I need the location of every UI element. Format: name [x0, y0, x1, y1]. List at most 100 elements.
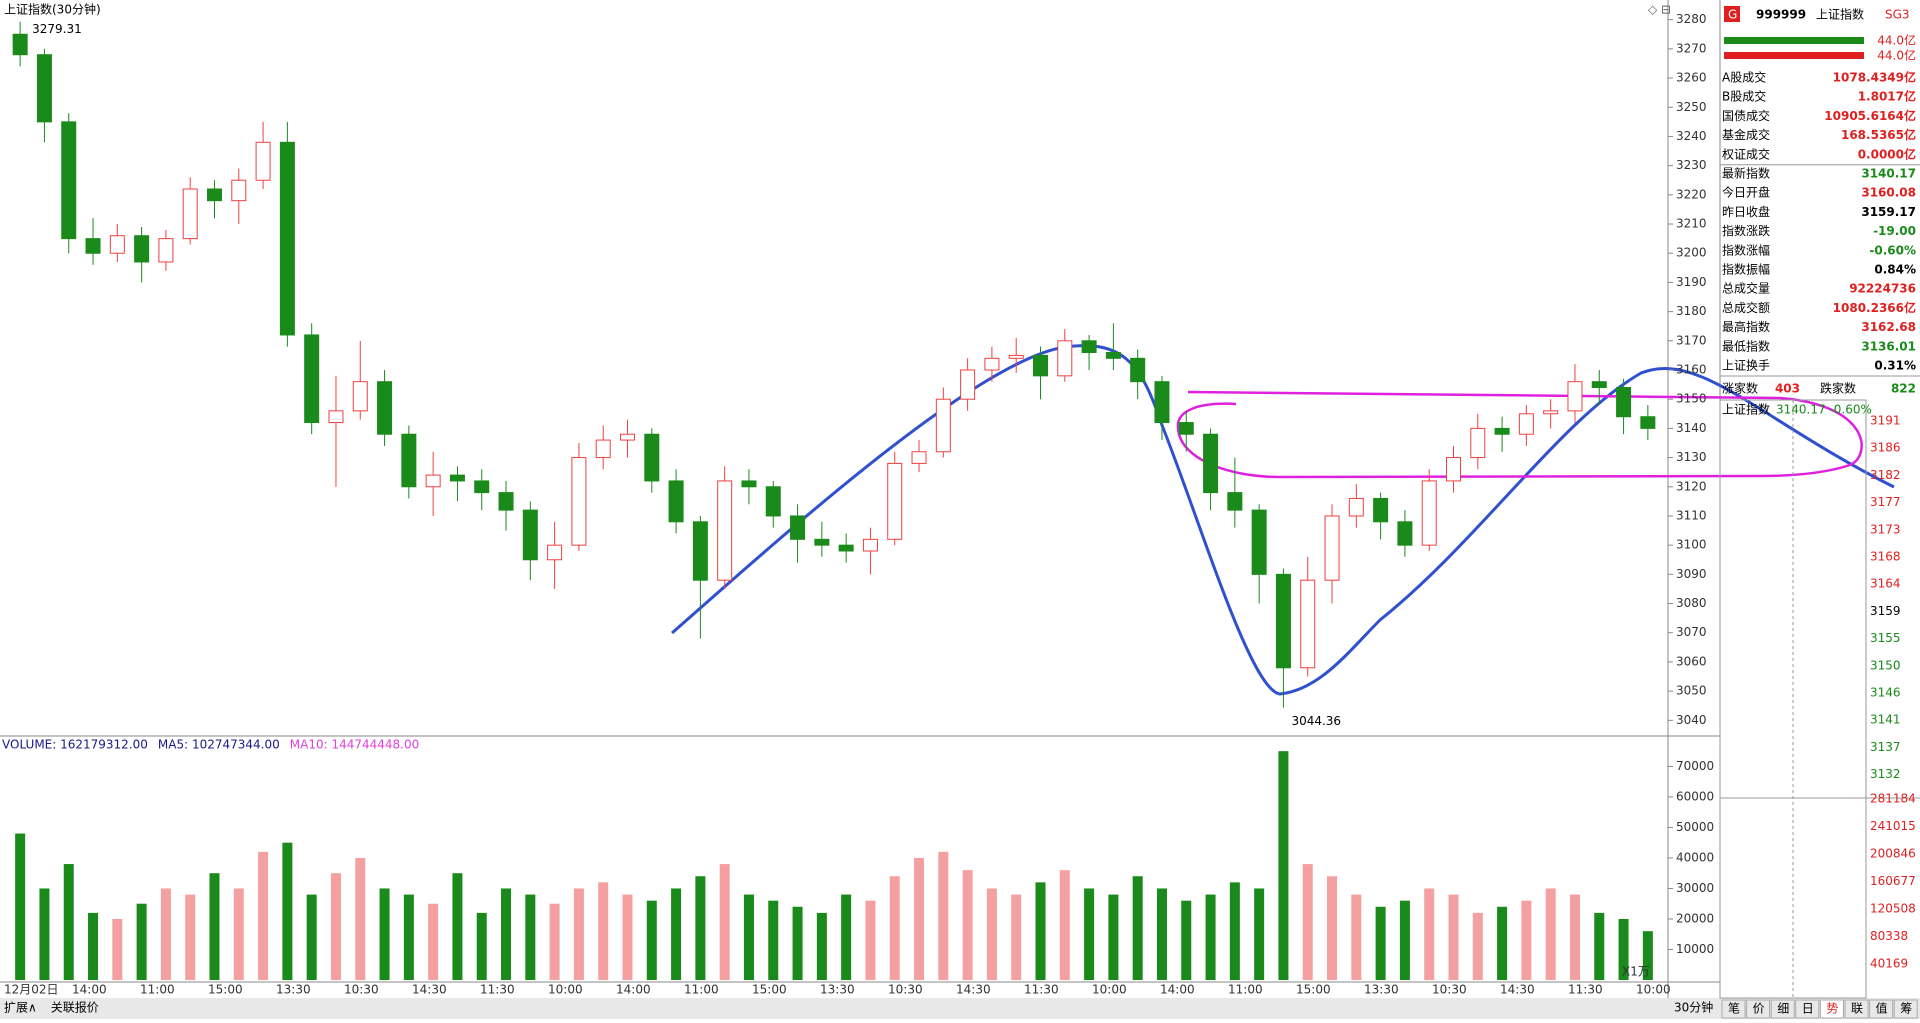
x-tick-label: 12月02日 [4, 983, 59, 997]
x-tick-label: 14:30 [1500, 983, 1535, 997]
side-tab-box[interactable] [1795, 999, 1820, 1019]
candle-body [1397, 521, 1413, 546]
mini-price-tick: 3182 [1870, 468, 1901, 482]
row-label: 指数涨跌 [1722, 223, 1770, 238]
icon-box [1724, 6, 1740, 22]
bottom-tab[interactable]: 扩展∧ [4, 1001, 37, 1015]
volume-legend: MA5: 102747344.00 [158, 738, 280, 752]
side-tab[interactable]: 笔 [1728, 1001, 1740, 1016]
y-tick-label: 3080 [1676, 596, 1707, 610]
candle-body [158, 238, 174, 263]
bottom-tab[interactable]: 关联报价 [51, 1000, 99, 1015]
candle-body [1616, 387, 1632, 418]
side-tab[interactable]: 势 [1826, 1002, 1838, 1016]
volume-bar [1156, 888, 1167, 980]
candle-body [717, 480, 733, 581]
y-tick-label: 3060 [1676, 654, 1707, 668]
candle-body [935, 398, 951, 453]
volume-bar [1399, 900, 1410, 980]
mini-price-tick: 3150 [1870, 658, 1901, 672]
y-tick-label: 3090 [1676, 567, 1707, 581]
candle-body [255, 141, 271, 181]
candle-body [1130, 357, 1146, 383]
side-tab[interactable]: 价 [1753, 1002, 1765, 1016]
volume-legend: VOLUME: 162179312.00 [2, 738, 148, 752]
candle-body [474, 480, 490, 494]
mini-price-tick: 3168 [1870, 550, 1901, 564]
row-value: -0.60% [1869, 243, 1916, 257]
candle-body [134, 235, 150, 263]
volume-bar [598, 882, 609, 980]
side-tab[interactable]: 日 [1802, 1002, 1814, 1016]
volume-bar [865, 900, 876, 980]
candle-body [425, 474, 441, 488]
side-tab-box[interactable] [1844, 999, 1869, 1019]
candle-body [1081, 340, 1097, 353]
y-tick-label: 20000 [1676, 911, 1714, 925]
candle-body [644, 433, 660, 482]
side-tab-box[interactable] [1869, 999, 1894, 1019]
y-tick-label: 3070 [1676, 625, 1707, 639]
candle-body [1275, 573, 1291, 669]
y-tick-label: 3210 [1676, 217, 1707, 231]
side-tab-box[interactable] [1746, 999, 1771, 1019]
ratio-label: 44.0亿 [1877, 48, 1916, 63]
volume-bar [1497, 906, 1508, 980]
mini-volume-tick: 120508 [1870, 902, 1916, 916]
row-value: 10905.6164亿 [1824, 108, 1916, 123]
mini-volume-tick: 160677 [1870, 874, 1916, 888]
volume-bar [1448, 894, 1459, 980]
resize-icon[interactable]: ◇ ⊟ [1648, 3, 1671, 17]
y-tick-label: 3150 [1676, 392, 1707, 406]
mini-price-tick: 3173 [1870, 522, 1901, 536]
side-tab[interactable]: 联 [1851, 1002, 1863, 1016]
side-tab-box[interactable] [1893, 999, 1918, 1019]
volume-bar [573, 888, 584, 980]
x-tick-label: 10:00 [1092, 983, 1127, 997]
volume-bar [1594, 912, 1605, 980]
side-tab-box[interactable] [1819, 999, 1844, 1019]
row-value: 168.5365亿 [1841, 127, 1916, 142]
volume-bar [962, 870, 973, 980]
volume-bar [330, 873, 341, 980]
side-tab[interactable]: 细 [1777, 1002, 1789, 1016]
candle-body [887, 462, 903, 540]
volume-bar [622, 894, 633, 980]
volume-bar [1132, 876, 1143, 980]
candle-body [1033, 354, 1048, 377]
candle-body [1348, 497, 1364, 517]
volume-bar [1569, 894, 1580, 980]
volume-bar [233, 888, 244, 980]
row-label: 今日开盘 [1722, 185, 1770, 200]
x-tick-label: 10:30 [888, 983, 923, 997]
ratio-bar [1724, 37, 1864, 44]
volume-bar [1181, 900, 1192, 980]
row-value: 1.8017亿 [1858, 89, 1916, 104]
mini-price-tick: 3146 [1870, 686, 1901, 700]
side-tab[interactable]: 筹 [1900, 1002, 1912, 1016]
x-tick-label: 13:30 [820, 983, 855, 997]
row-label: A股成交 [1722, 70, 1766, 85]
candle-body [182, 188, 198, 240]
up-count: 403 [1775, 382, 1800, 396]
volume-bar [15, 833, 26, 980]
candle-body [1543, 410, 1559, 415]
candle-body [1470, 427, 1486, 459]
side-tab-box[interactable] [1721, 999, 1746, 1019]
side-tab[interactable]: 值 [1876, 1001, 1888, 1016]
row-label: 指数涨幅 [1722, 242, 1770, 257]
mini-title: 上证指数 [1722, 402, 1770, 417]
candle-body [401, 433, 417, 488]
volume-bar [1035, 882, 1046, 980]
x-tick-label: 13:30 [1364, 983, 1399, 997]
row-label: 基金成交 [1722, 127, 1770, 142]
volume-bar [258, 851, 269, 980]
period-tab[interactable]: 30分钟 [1674, 1000, 1713, 1015]
side-tab-box[interactable] [1770, 999, 1795, 1019]
candle-body [12, 33, 28, 56]
y-tick-label: 3270 [1676, 41, 1707, 55]
volume-bar [743, 894, 754, 980]
x-tick-label: 15:00 [1296, 983, 1331, 997]
candle-body [352, 381, 368, 412]
volume-bar [160, 888, 171, 980]
